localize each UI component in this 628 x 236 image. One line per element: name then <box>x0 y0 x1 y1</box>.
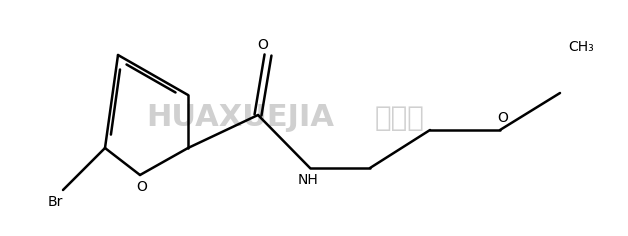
Text: O: O <box>257 38 268 52</box>
Text: NH: NH <box>298 173 318 187</box>
Text: HUAXUEJIA: HUAXUEJIA <box>146 104 334 132</box>
Text: Br: Br <box>47 195 63 209</box>
Text: O: O <box>497 111 509 125</box>
Text: 化学加: 化学加 <box>375 104 425 132</box>
Text: CH₃: CH₃ <box>568 40 594 54</box>
Text: O: O <box>136 180 148 194</box>
